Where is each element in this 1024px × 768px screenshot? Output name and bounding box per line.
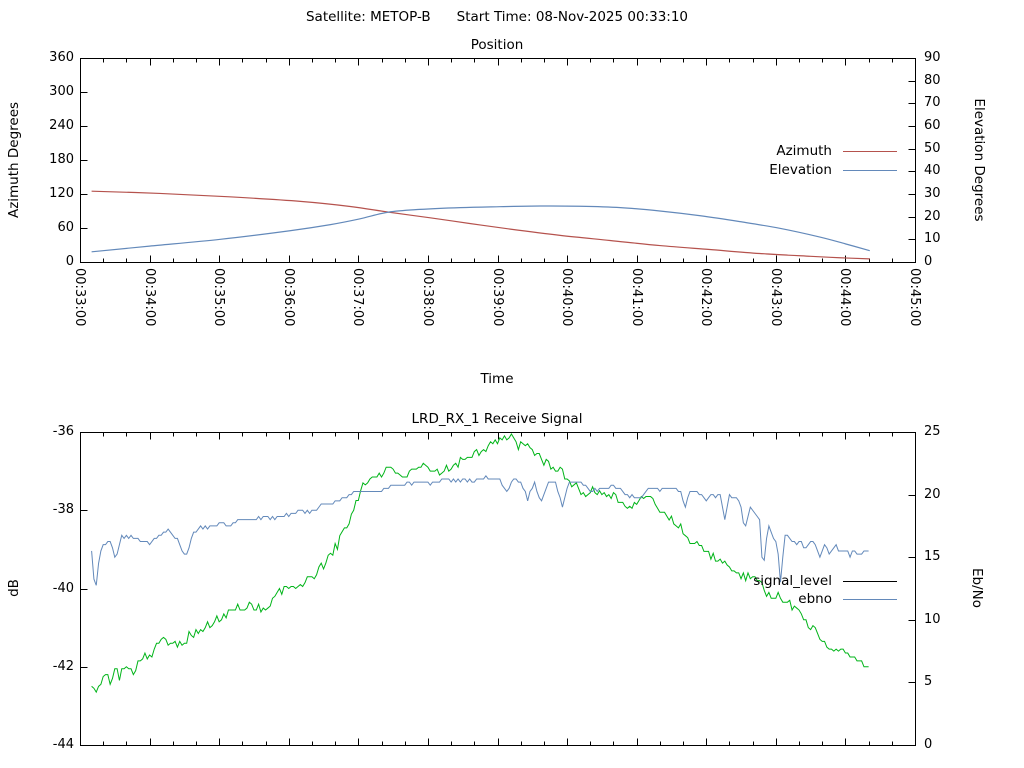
x-tick-label: 00:45:00 — [907, 268, 922, 327]
y-tick-label-left: 240 — [49, 118, 74, 133]
y-tick-label-right: 20 — [924, 487, 941, 502]
y-tick-label-right: 50 — [924, 141, 941, 156]
series-elevation — [91, 205, 870, 253]
y-tick-label-right: 10 — [924, 231, 941, 246]
plot-border — [80, 432, 916, 746]
time-axis-label: Time — [480, 371, 514, 387]
y-tick-label-right: 0 — [924, 254, 933, 269]
y-tick-label-left: -38 — [52, 502, 74, 517]
x-tick-label: 00:42:00 — [698, 268, 714, 327]
y-tick-label-right: 10 — [924, 612, 941, 627]
satellite-label: Satellite: METOP-B — [305, 9, 431, 25]
x-tick-label: 00:33:00 — [72, 268, 87, 327]
ebno-axis-label: Eb/No — [969, 567, 985, 609]
y-tick-label-right: 90 — [924, 50, 941, 65]
y-tick-label-left: 360 — [49, 50, 74, 65]
y-tick-label-left: -40 — [52, 581, 74, 596]
legend-sample-azimuth — [843, 151, 897, 152]
legend-label-signal_level: signal_level — [753, 573, 832, 589]
start-time-label: Start Time: 08-Nov-2025 00:33:10 — [456, 9, 689, 25]
x-tick-label: 00:43:00 — [767, 268, 783, 327]
y-tick-label-left: -36 — [52, 424, 74, 439]
x-tick-label: 00:44:00 — [837, 268, 853, 327]
legend-label-ebno: ebno — [798, 591, 832, 607]
db-axis-label: dB — [6, 579, 22, 597]
elevation-axis-label: Elevation Degrees — [971, 98, 987, 222]
azimuth-axis-label: Azimuth Degrees — [6, 101, 22, 219]
y-tick-label-right: 25 — [924, 424, 941, 439]
x-tick-label: 00:35:00 — [211, 268, 227, 327]
y-tick-label-left: -42 — [52, 659, 74, 674]
y-tick-label-right: 70 — [924, 95, 941, 110]
receive-signal-chart-title: LRD_RX_1 Receive Signal — [411, 411, 583, 427]
x-tick-label: 00:37:00 — [350, 268, 366, 327]
x-tick-label: 00:36:00 — [280, 268, 296, 327]
x-tick-label: 00:38:00 — [419, 268, 435, 327]
y-tick-label-left: 60 — [57, 220, 74, 235]
plot-border — [80, 58, 916, 263]
y-tick-label-right: 80 — [924, 73, 941, 88]
y-tick-label-left: 300 — [49, 84, 74, 99]
x-tick-label: 00:40:00 — [559, 268, 575, 327]
legend-label-azimuth: Azimuth — [776, 143, 832, 159]
y-tick-label-right: 15 — [924, 549, 941, 564]
axes-chart-0 — [80, 58, 916, 263]
x-tick-label: 00:39:00 — [489, 268, 505, 327]
x-tick-label: 00:41:00 — [628, 268, 644, 327]
legend-sample-elevation — [843, 170, 897, 171]
y-tick-label-left: 0 — [65, 254, 74, 269]
page-title: Satellite: METOP-B Start Time: 08-Nov-20… — [306, 9, 688, 25]
x-tick-label: 00:34:00 — [141, 268, 157, 327]
series-signal_level — [91, 432, 869, 694]
series-azimuth — [91, 190, 870, 260]
legend-sample-ebno — [843, 599, 897, 600]
y-tick-label-right: 0 — [924, 737, 933, 752]
y-tick-label-left: 180 — [49, 152, 74, 167]
axes-chart-1 — [80, 432, 916, 746]
legend-label-elevation: Elevation — [769, 162, 832, 178]
series-ebno — [91, 474, 869, 586]
legend-sample-signal_level — [843, 581, 897, 582]
position-chart-title: Position — [470, 37, 524, 53]
axis-ticks — [80, 58, 916, 263]
y-tick-label-right: 60 — [924, 118, 941, 133]
axis-ticks — [80, 432, 916, 746]
y-tick-label-left: 120 — [49, 186, 74, 201]
y-tick-label-right: 30 — [924, 186, 941, 201]
y-tick-label-left: -44 — [52, 737, 74, 752]
y-tick-label-right: 5 — [924, 674, 933, 689]
y-tick-label-right: 40 — [924, 163, 941, 178]
y-tick-label-right: 20 — [924, 209, 941, 224]
